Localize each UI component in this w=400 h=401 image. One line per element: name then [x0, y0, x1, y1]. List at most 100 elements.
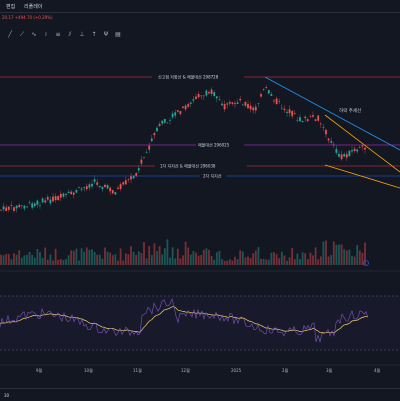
- candle: [145, 151, 148, 153]
- candle: [288, 109, 291, 114]
- candle: [213, 92, 216, 96]
- volume-bar: [335, 244, 338, 265]
- candle: [327, 138, 330, 141]
- volume-bar: [325, 240, 327, 265]
- volume-bar: [36, 248, 39, 265]
- candle: [174, 112, 177, 116]
- ruler-icon[interactable]: ⊥: [79, 31, 85, 38]
- candle: [218, 99, 221, 101]
- candle: [85, 186, 88, 190]
- candle: [93, 179, 96, 182]
- volume-bar: [67, 255, 70, 265]
- volume-bar: [327, 256, 330, 265]
- path-icon[interactable]: ∿: [31, 31, 37, 38]
- candle: [249, 105, 252, 110]
- candle: [322, 127, 325, 128]
- volume-bar: [340, 244, 343, 265]
- price-readout: 20.17 +494.70 (+0.29%): [0, 13, 400, 23]
- volume-bar: [364, 242, 366, 265]
- more-tools-icon[interactable]: ▤: [115, 31, 121, 38]
- volume-bar: [244, 257, 247, 265]
- volume-bar: [215, 252, 218, 265]
- volume-bar: [70, 250, 73, 265]
- edit-tab[interactable]: 편집: [6, 4, 16, 10]
- candle: [306, 119, 309, 121]
- candle: [41, 198, 44, 203]
- volume-bar: [46, 259, 49, 265]
- time-axis-label: 2월: [282, 368, 289, 373]
- candle: [179, 111, 182, 115]
- new-high-label-bg: [152, 73, 244, 80]
- candle: [106, 185, 109, 189]
- volume-bar: [179, 258, 182, 265]
- volume-bar: [351, 255, 353, 265]
- volume-bar: [153, 243, 156, 265]
- candle: [195, 96, 197, 100]
- candle: [169, 120, 171, 121]
- volume-bar: [291, 248, 294, 265]
- volume-bar: [148, 246, 151, 265]
- candle: [223, 104, 226, 110]
- candle: [200, 95, 203, 97]
- volume-bar: [231, 260, 234, 265]
- volume-bar: [169, 257, 171, 265]
- volume-bar: [184, 241, 187, 265]
- volume-bar: [288, 257, 291, 265]
- drawing-toolbar: ╱ ⟋ ∿ ≀ ≡ ⫽ ⊥ ↑ Ψ ▤: [0, 28, 130, 42]
- candle: [192, 99, 195, 101]
- volume-bar: [262, 258, 265, 265]
- candle: [286, 111, 288, 113]
- volume-bar: [306, 259, 309, 265]
- volume-bar: [18, 250, 21, 265]
- replay-tab[interactable]: 리플레이: [24, 4, 43, 10]
- support-trend-line-orange: [324, 164, 400, 189]
- candle: [70, 191, 73, 195]
- volume-bar: [358, 250, 361, 265]
- volume-bar: [304, 253, 307, 265]
- volume-bar: [236, 259, 239, 265]
- candle: [270, 94, 273, 96]
- volume-bar: [80, 248, 83, 265]
- volume-bar: [101, 258, 104, 265]
- fib-icon[interactable]: ≡: [55, 31, 61, 38]
- volume-bar: [202, 249, 205, 265]
- volume-bar: [234, 256, 236, 265]
- candle: [130, 176, 132, 180]
- volume-bar: [33, 257, 36, 265]
- channel-icon[interactable]: ⫽: [68, 31, 72, 38]
- volume-bar: [252, 253, 255, 265]
- candle: [72, 192, 75, 195]
- candle: [119, 184, 122, 189]
- candlesticks: [0, 85, 366, 213]
- candle: [356, 149, 359, 152]
- candle: [257, 103, 260, 104]
- candle: [234, 103, 236, 105]
- candle: [156, 127, 158, 132]
- volume-bar: [2, 255, 5, 265]
- volume-bar: [44, 247, 47, 265]
- volume-bar: [176, 248, 179, 265]
- volume-bar: [210, 256, 213, 265]
- volume-bar: [156, 251, 158, 265]
- volume-bar: [278, 258, 281, 265]
- candle: [2, 206, 5, 210]
- volume-bar: [197, 255, 200, 265]
- candle: [67, 191, 70, 194]
- volume-bar: [192, 250, 195, 265]
- curve-icon[interactable]: ≀: [44, 31, 48, 38]
- candle: [171, 113, 174, 118]
- candle: [44, 200, 47, 203]
- ray-icon[interactable]: ⟋: [19, 31, 25, 38]
- volume-bar: [75, 248, 78, 265]
- volume-bar: [174, 258, 177, 265]
- trendline-icon[interactable]: ╱: [8, 31, 12, 38]
- arrow-icon[interactable]: ↑: [91, 31, 97, 38]
- volume-bar: [85, 247, 88, 265]
- candle: [351, 150, 353, 152]
- candle: [163, 118, 166, 123]
- volume-bar: [143, 242, 145, 265]
- pitchfork-icon[interactable]: Ψ: [103, 31, 109, 38]
- volume-bar: [83, 251, 86, 265]
- volume-bar: [356, 245, 359, 265]
